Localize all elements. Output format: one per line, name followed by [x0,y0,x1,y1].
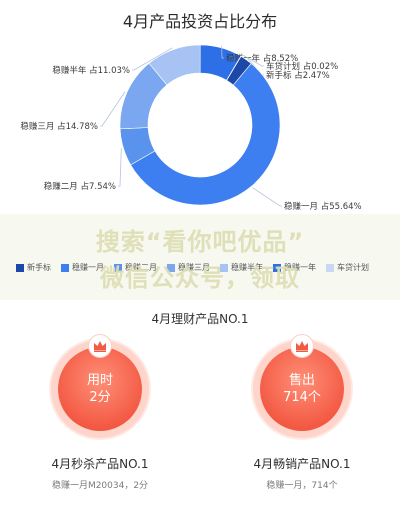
legend-swatch [273,263,281,272]
leader-line [118,148,122,187]
legend-item: 新手标 [16,262,51,273]
legend-label: 车贷计划 [337,263,369,272]
leader-line [221,45,224,59]
badge-value: 714个 [283,390,321,405]
bestseller-badge: 售出 714个 [260,347,344,431]
chart-title: 4月产品投资占比分布 [122,12,278,31]
slice-label: 稳赚三月 占14.78% [20,121,98,132]
legend-label: 稳赚二月 [125,263,157,272]
legend-label: 稳赚一月 [72,263,104,272]
donut-slice [130,63,281,206]
donut-slice [148,44,201,86]
badge-label: 售出 [288,373,315,388]
leader-line [241,54,264,67]
crown-icon [291,335,313,357]
legend-label: 稳赚一年 [284,263,316,272]
legend-item: 稳赚三月 [167,262,210,273]
watermark-band [0,214,400,300]
legend-item: 稳赚一月 [61,262,104,273]
section-title: 4月理财产品NO.1 [151,312,249,326]
leader-line [132,47,173,71]
slice-label: 稳赚二月 占7.54% [44,181,116,192]
legend-swatch [114,263,122,272]
slice-label: 车贷计划 占0.02% [266,61,338,72]
legend-swatch [220,263,228,272]
slice-label: 稳赚一年 占8.52% [226,53,298,64]
leader-line [100,91,126,127]
legend-item: 稳赚半年 [220,262,263,273]
legend-label: 稳赚三月 [178,263,210,272]
donut-chart: 稳赚一年 占8.52%车贷计划 占0.02%新手标 占2.47% 稳赚一月 占55… [20,44,362,212]
legend-item: 稳赚一年 [273,262,316,273]
legend-swatch [61,263,69,272]
card-title: 4月畅销产品NO.1 [253,457,351,471]
legend-swatch [326,263,334,272]
product-card-bestseller[interactable]: 售出 714个 4月畅销产品NO.1 稳赚一月，714个 [222,333,382,491]
crown-icon [89,335,111,357]
watermark-line-2: 微信公众号，领取 [100,264,300,292]
watermark-line-1: 搜索“看你吧优品” [95,228,305,256]
card-subtitle: 稳赚一月M20034，2分 [51,481,149,491]
leader-line [252,187,282,207]
card-title: 4月秒杀产品NO.1 [51,457,149,471]
seckill-badge: 用时 2分 [58,347,142,431]
legend-swatch [16,263,24,272]
slice-label: 稳赚一月 占55.64% [284,201,362,212]
legend-label: 新手标 [27,263,51,272]
product-card-seckill[interactable]: 用时 2分 4月秒杀产品NO.1 稳赚一月M20034，2分 [20,333,180,491]
badge-value: 2分 [89,390,111,405]
chart-legend: 新手标 稳赚一月 稳赚二月 稳赚三月 稳赚半年 稳赚一年 车贷计划 [16,262,396,273]
legend-label: 稳赚半年 [231,263,263,272]
legend-item: 车贷计划 [326,262,369,273]
legend-swatch [167,263,175,272]
slice-label: 稳赚半年 占11.03% [52,65,130,76]
badge-label: 用时 [86,373,113,388]
slice-label: 新手标 占2.47% [266,70,330,81]
card-subtitle: 稳赚一月，714个 [266,481,338,491]
legend-item: 稳赚二月 [114,262,157,273]
